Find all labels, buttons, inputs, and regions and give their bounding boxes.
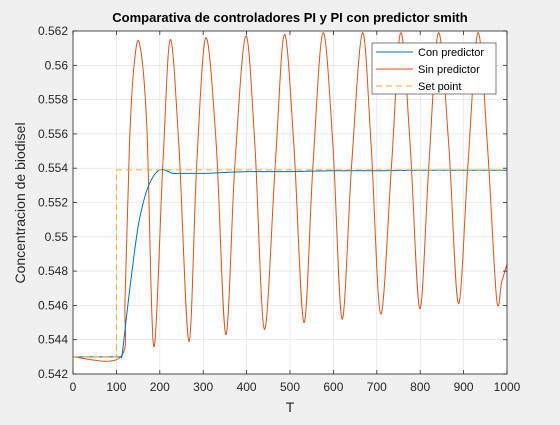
x-tick-label: 700 xyxy=(367,380,387,394)
y-tick-label: 0.546 xyxy=(38,298,68,312)
legend: Con predictor Sin predictor Set point xyxy=(371,42,497,95)
y-tick-label: 0.56 xyxy=(45,58,69,72)
y-tick-label: 0.55 xyxy=(45,230,69,244)
x-tick-label: 1000 xyxy=(494,380,521,394)
y-tick-label: 0.558 xyxy=(38,93,68,107)
legend-label-set-point: Set point xyxy=(418,81,461,93)
y-tick-label: 0.562 xyxy=(38,24,68,38)
x-tick-label: 800 xyxy=(410,380,430,394)
y-axis-label: Concentracion de biodisel xyxy=(12,122,28,283)
series-group xyxy=(72,32,508,362)
legend-label-sin-predictor: Sin predictor xyxy=(418,64,480,76)
x-axis: 0 100 200 300 400 500 600 700 800 900 1000 xyxy=(70,31,521,394)
series-line-sin-predictor xyxy=(72,32,508,362)
x-axis-label: T xyxy=(286,399,295,415)
x-tick-label: 400 xyxy=(237,380,257,394)
y-tick-label: 0.544 xyxy=(38,333,68,347)
series-line-con-predictor xyxy=(72,169,507,359)
y-axis: 0.542 0.544 0.546 0.548 0.55 0.552 0.554 0.556 0… xyxy=(38,24,507,381)
series-line-set-point xyxy=(73,169,507,358)
x-tick-label: 300 xyxy=(193,380,213,394)
x-tick-label: 200 xyxy=(150,380,170,394)
y-tick-label: 0.542 xyxy=(38,367,68,381)
y-tick-label: 0.554 xyxy=(38,161,68,175)
chart-title: Comparativa de controladores PI y PI con… xyxy=(112,10,467,25)
y-tick-label: 0.552 xyxy=(38,196,68,210)
y-tick-label: 0.556 xyxy=(38,127,68,141)
x-tick-label: 0 xyxy=(70,380,77,394)
x-tick-label: 900 xyxy=(454,380,474,394)
x-tick-label: 100 xyxy=(106,380,126,394)
x-tick-label: 600 xyxy=(323,380,343,394)
x-tick-label: 500 xyxy=(280,380,300,394)
legend-label-con-predictor: Con predictor xyxy=(418,47,484,59)
y-tick-label: 0.548 xyxy=(38,264,68,278)
